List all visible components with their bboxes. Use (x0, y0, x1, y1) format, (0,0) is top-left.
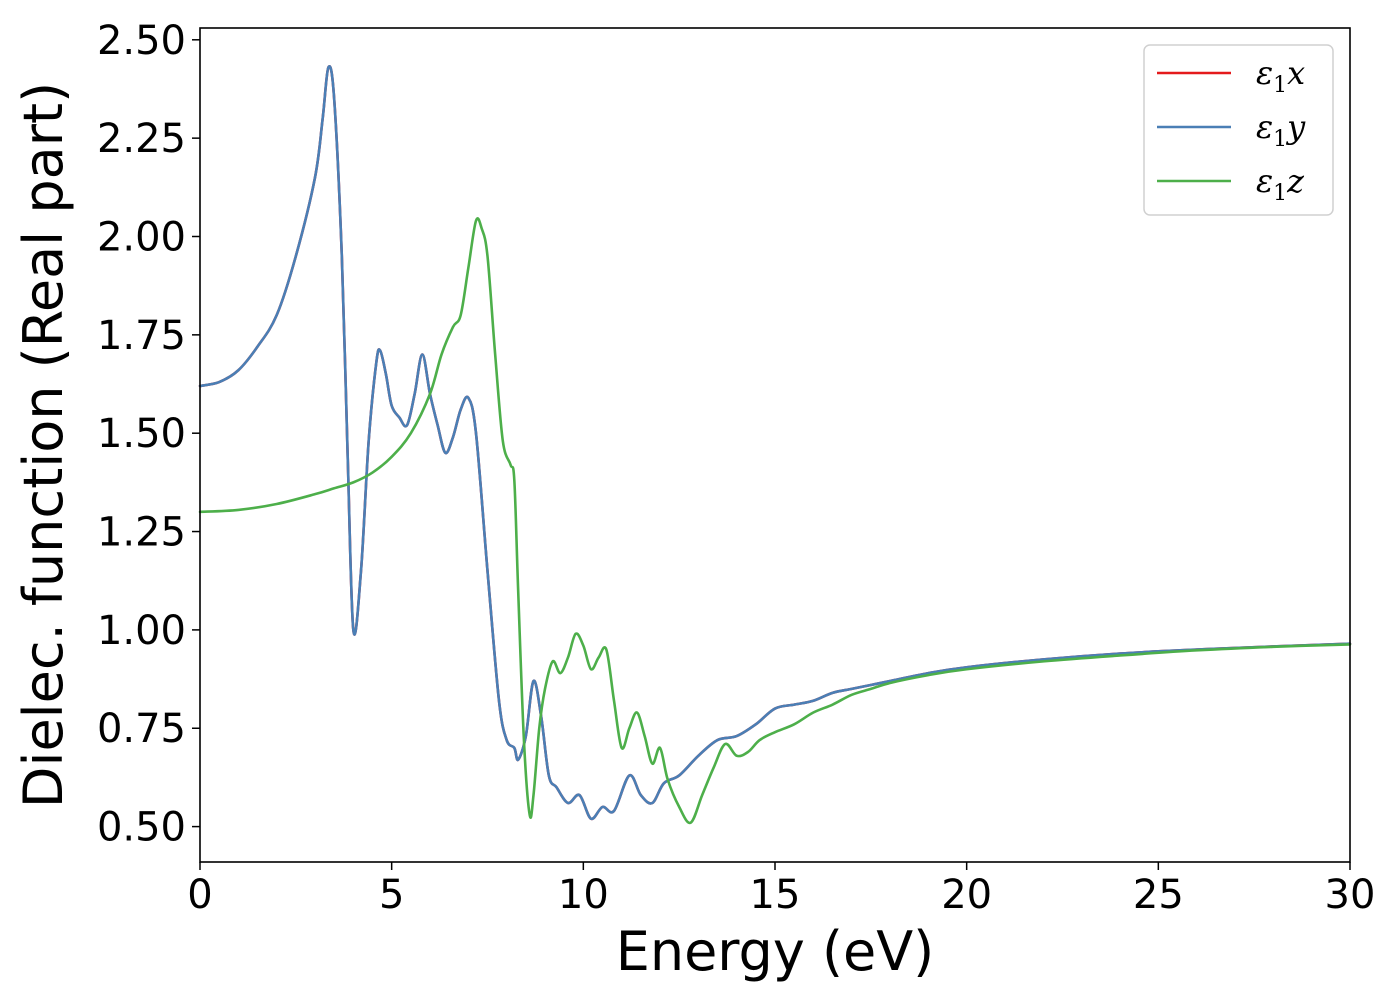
plot-lines (198, 65, 1352, 825)
legend-label-y: ε1y (1256, 108, 1306, 152)
y-tick-label: 1.25 (97, 510, 186, 556)
x-axis-ticks: 0 5 10 15 20 25 30 (187, 862, 1375, 918)
x-tick-label: 0 (187, 872, 212, 918)
y-tick-label: 0.50 (97, 805, 186, 851)
legend-label-z: ε1z (1256, 162, 1305, 206)
x-tick-label: 15 (750, 872, 801, 918)
y-tick-label: 0.75 (97, 706, 186, 752)
x-tick-label: 30 (1325, 872, 1376, 918)
x-axis-title: Energy (eV) (616, 920, 935, 983)
x-tick-label: 20 (941, 872, 992, 918)
x-tick-label: 25 (1133, 872, 1184, 918)
y-axis-ticks: 0.50 0.75 1.00 1.25 1.50 1.75 2.00 2.25 2.50 (97, 18, 200, 851)
y-tick-label: 1.50 (97, 411, 186, 457)
y-tick-label: 2.50 (97, 18, 186, 64)
y-tick-label: 2.00 (97, 215, 186, 261)
legend-box (1143, 44, 1334, 216)
legend: ε1x ε1y ε1z (1143, 44, 1334, 216)
y-tick-label: 1.75 (97, 313, 186, 359)
series-line-z (198, 217, 1352, 825)
series-line-y (198, 65, 1352, 821)
x-tick-label: 5 (379, 872, 404, 918)
y-tick-label: 2.25 (97, 116, 186, 162)
x-tick-label: 10 (558, 872, 609, 918)
y-axis-title: Dielec. function (Real part) (12, 82, 75, 808)
legend-label-x: ε1x (1256, 54, 1305, 98)
y-tick-label: 1.00 (97, 608, 186, 654)
